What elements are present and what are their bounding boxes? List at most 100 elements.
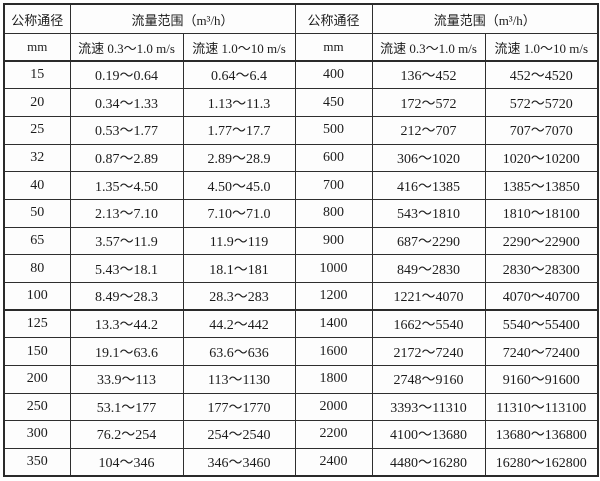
cell-dn-left: 40 [3,171,71,201]
cell-flow-high-right: 707～7070 [484,116,599,145]
cell-flow-low-right: 172～572 [371,88,486,118]
table-row: 20 0.34～1.33 1.13～11.3 450 172～572 572～5… [3,88,599,118]
cell-flow-high-left: 0.64～6.4 [182,60,296,90]
table-row: 150 19.1～63.6 63.6～636 1600 2172～7240 72… [3,337,599,366]
cell-dn-left: 200 [3,364,71,394]
cell-dn-right: 500 [294,116,373,145]
cell-flow-high-left: 7.10～71.0 [182,199,296,228]
cell-flow-low-left: 0.34～1.33 [69,88,184,118]
table-row: 15 0.19～0.64 0.64～6.4 400 136～452 452～45… [3,60,599,90]
header-diameter-right: 公称通径 [294,3,373,35]
cell-flow-high-right: 7240～72400 [484,337,599,366]
header-flow-range-right: 流量范围（m³/h） [371,3,599,35]
cell-flow-low-left: 33.9～113 [69,364,184,394]
cell-dn-left: 20 [3,88,71,118]
cell-flow-low-right: 2172～7240 [371,337,486,366]
cell-dn-right: 700 [294,171,373,201]
cell-dn-left: 150 [3,337,71,366]
cell-flow-low-right: 2748～9160 [371,364,486,394]
cell-dn-right: 1400 [294,309,373,339]
cell-dn-right: 600 [294,143,373,173]
cell-flow-low-left: 3.57～11.9 [69,226,184,256]
cell-dn-left: 50 [3,199,71,228]
cell-dn-left: 65 [3,226,71,256]
cell-flow-low-left: 0.53～1.77 [69,116,184,145]
cell-dn-right: 800 [294,199,373,228]
cell-dn-right: 2000 [294,392,373,422]
header-flow-range-left: 流量范围（m³/h） [69,3,296,35]
cell-dn-left: 25 [3,116,71,145]
cell-flow-low-left: 0.87～2.89 [69,143,184,173]
cell-dn-left: 250 [3,392,71,422]
table-row: 25 0.53～1.77 1.77～17.7 500 212～707 707～7… [3,116,599,145]
table-row: 65 3.57～11.9 11.9～119 900 687～2290 2290～… [3,226,599,256]
header-row-2: mm 流速 0.3～1.0 m/s 流速 1.0～10 m/s mm 流速 0.… [3,33,599,63]
header-row-1: 公称通径 流量范围（m³/h） 公称通径 流量范围（m³/h） [3,3,599,35]
cell-flow-high-right: 11310～113100 [484,392,599,422]
cell-flow-high-right: 1020～10200 [484,143,599,173]
cell-flow-high-right: 572～5720 [484,88,599,118]
cell-flow-high-left: 1.77～17.7 [182,116,296,145]
cell-dn-left: 32 [3,143,71,173]
cell-flow-high-right: 452～4520 [484,60,599,90]
cell-flow-high-left: 1.13～11.3 [182,88,296,118]
cell-flow-low-left: 0.19～0.64 [69,60,184,90]
cell-flow-high-right: 2830～28300 [484,254,599,283]
cell-flow-low-right: 4100～13680 [371,420,486,449]
cell-flow-high-left: 11.9～119 [182,226,296,256]
cell-flow-high-right: 2290～22900 [484,226,599,256]
cell-flow-low-left: 104～346 [69,447,184,477]
header-velocity-high-left: 流速 1.0～10 m/s [182,33,296,63]
header-unit-left: mm [3,33,71,63]
header-velocity-low-left: 流速 0.3～1.0 m/s [69,33,184,63]
table-row: 32 0.87～2.89 2.89～28.9 600 306～1020 1020… [3,143,599,173]
cell-dn-left: 80 [3,254,71,283]
cell-flow-high-right: 9160～91600 [484,364,599,394]
cell-flow-high-left: 346～3460 [182,447,296,477]
cell-flow-low-right: 136～452 [371,60,486,90]
cell-flow-low-left: 76.2～254 [69,420,184,449]
cell-flow-low-left: 2.13～7.10 [69,199,184,228]
table-row: 100 8.49～28.3 28.3～283 1200 1221～4070 40… [3,281,599,311]
table-row: 350 104～346 346～3460 2400 4480～16280 162… [3,447,599,477]
cell-flow-low-right: 416～1385 [371,171,486,201]
cell-flow-low-right: 1662～5540 [371,309,486,339]
cell-flow-low-right: 3393～11310 [371,392,486,422]
cell-flow-low-right: 849～2830 [371,254,486,283]
cell-dn-left: 15 [3,60,71,90]
cell-flow-high-left: 2.89～28.9 [182,143,296,173]
cell-flow-high-left: 63.6～636 [182,337,296,366]
cell-flow-low-left: 8.49～28.3 [69,281,184,311]
table-row: 250 53.1～177 177～1770 2000 3393～11310 11… [3,392,599,422]
cell-flow-low-right: 4480～16280 [371,447,486,477]
cell-dn-left: 125 [3,309,71,339]
cell-dn-right: 2200 [294,420,373,449]
cell-dn-right: 400 [294,60,373,90]
cell-flow-high-right: 13680～136800 [484,420,599,449]
cell-flow-high-right: 4070～40700 [484,281,599,311]
cell-dn-right: 1000 [294,254,373,283]
cell-flow-low-right: 1221～4070 [371,281,486,311]
cell-flow-low-left: 19.1～63.6 [69,337,184,366]
cell-dn-right: 450 [294,88,373,118]
cell-flow-high-left: 4.50～45.0 [182,171,296,201]
header-unit-right: mm [294,33,373,63]
cell-flow-low-right: 212～707 [371,116,486,145]
cell-dn-left: 100 [3,281,71,311]
header-diameter-left: 公称通径 [3,3,71,35]
cell-flow-low-left: 13.3～44.2 [69,309,184,339]
cell-dn-right: 900 [294,226,373,256]
cell-dn-right: 1600 [294,337,373,366]
cell-flow-low-right: 306～1020 [371,143,486,173]
cell-dn-right: 1200 [294,281,373,311]
header-velocity-low-right: 流速 0.3～1.0 m/s [371,33,486,63]
table-row: 40 1.35～4.50 4.50～45.0 700 416～1385 1385… [3,171,599,201]
table-row: 80 5.43～18.1 18.1～181 1000 849～2830 2830… [3,254,599,283]
cell-dn-right: 2400 [294,447,373,477]
flow-rate-table: 公称通径 流量范围（m³/h） 公称通径 流量范围（m³/h） mm 流速 0.… [3,3,599,477]
cell-flow-high-left: 254～2540 [182,420,296,449]
header-velocity-high-right: 流速 1.0～10 m/s [484,33,599,63]
table-row: 200 33.9～113 113～1130 1800 2748～9160 916… [3,364,599,394]
cell-dn-right: 1800 [294,364,373,394]
